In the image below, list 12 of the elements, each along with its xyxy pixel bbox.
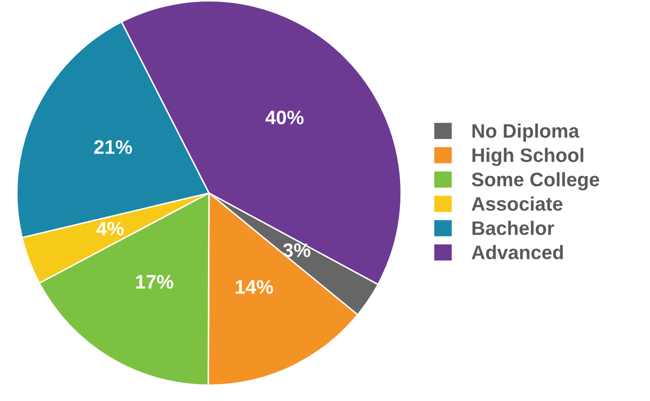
data-label: 14%	[236, 280, 274, 294]
data-label: 3%	[283, 243, 310, 258]
data-label: 17%	[136, 274, 174, 289]
legend-label: Advanced	[472, 245, 563, 260]
legend-label: No Diploma	[472, 124, 580, 142]
legend-label: High School	[472, 148, 584, 166]
legend-label: Some College	[472, 172, 600, 190]
data-label: 21%	[94, 140, 132, 154]
legend-label: Associate	[472, 196, 562, 211]
data-label: 40%	[265, 110, 304, 124]
data-label: 4%	[96, 222, 124, 236]
legend-label: Bachelor	[472, 220, 554, 236]
